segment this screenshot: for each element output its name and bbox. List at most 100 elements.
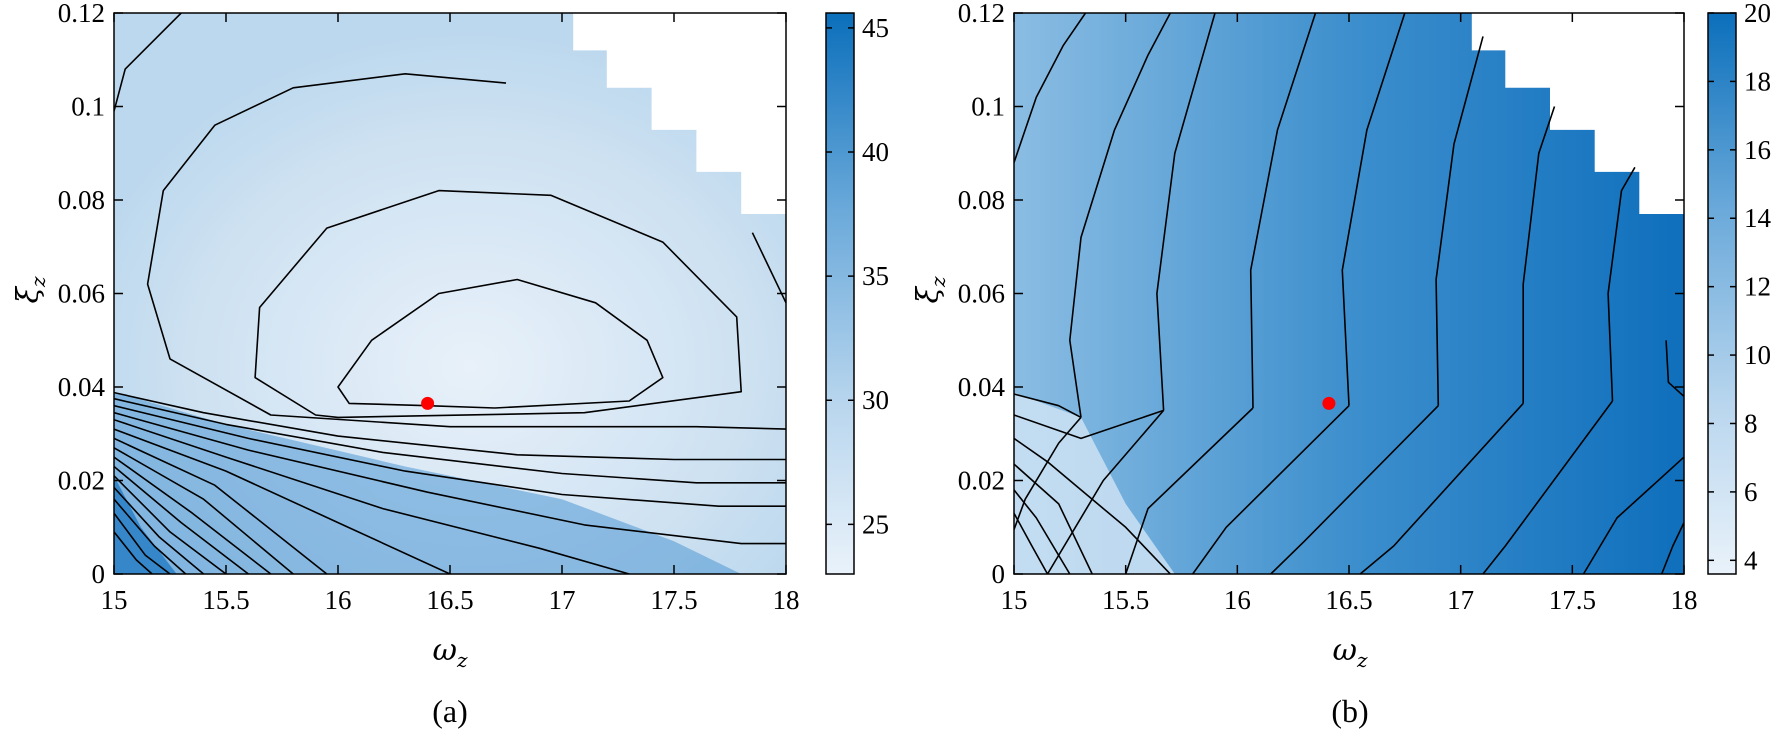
panel-b-colorbar-ticks: 4 6 8 10 12 14 16 18 20 [1708,0,1772,575]
contour-line [114,418,630,574]
x-tick-label: 16.5 [426,585,473,615]
x-tick-label: 15 [101,585,128,615]
panel-b-caption: (b) [1331,693,1368,729]
x-tick-label: 15 [1001,585,1028,615]
contour-line [1014,489,1071,574]
colorbar-tick-label: 6 [1744,477,1758,507]
contour-line [1014,393,1082,419]
x-tick-label: 17 [1447,585,1474,615]
contour-line [146,73,786,430]
colorbar-tick-label: 25 [862,509,889,539]
panel-a-y-axis-label: ξz [11,276,50,304]
y-tick-label: 0.04 [958,372,1006,402]
contour-line [114,465,249,574]
colorbar-tick-label: 40 [862,137,889,167]
contour-line [114,404,786,508]
panel-b-infeasible-region [1438,13,1684,257]
contour-line [1359,402,1524,574]
colorbar-tick-label: 8 [1744,408,1758,438]
colorbar-tick-label: 18 [1744,66,1771,96]
panel-b-y-axis-label: ξz [911,276,950,304]
contour-line [1014,463,1093,574]
panel-b-contour-lines [1014,13,1684,574]
contour-line [114,475,227,574]
y-tick-label: 0.08 [58,185,105,215]
y-tick-label: 0.02 [958,466,1005,496]
x-tick-label: 16 [325,585,352,615]
panel-b-colorbar-gradient [1707,12,1737,575]
contour-line [114,437,328,574]
contour-line [254,189,743,419]
contour-line [1192,405,1350,574]
x-tick-label: 16.5 [1325,585,1372,615]
x-tick-label: 16 [1224,585,1251,615]
contour-line [1069,13,1172,418]
panel-a-colorbar-ticks: 25 30 35 40 45 [826,13,889,539]
y-tick-label: 0.02 [58,466,105,496]
panel-b-plot-area [1014,13,1684,574]
panel-b-low-region [1014,392,1175,574]
x-tick-label: 17.5 [650,585,697,615]
panel-a: 15 15.5 16 16.5 17 17.5 18 0 0.02 0.04 0.06 0.08 0.1… [11,0,889,729]
panel-a-colorbar: 25 30 35 40 45 [825,12,889,575]
y-tick-label: 0.12 [958,0,1005,28]
panel-b-colorbar: 4 6 8 10 12 14 16 18 20 [1707,0,1772,575]
contour-line [751,232,786,304]
contour-line [1014,512,1049,574]
contour-line [1249,13,1317,409]
panel-a-infeasible-region [539,13,786,257]
panel-a-plot-area [114,13,786,574]
panel-a-caption: (a) [432,693,468,729]
panel-a-steep-band [114,391,742,574]
contour-line [114,531,153,574]
panel-a-colorbar-gradient [825,12,855,575]
colorbar-tick-label: 45 [862,13,889,43]
contour-line [1482,400,1614,574]
contour-line [1124,407,1254,574]
panel-a-x-axis-label: ωz [432,633,467,672]
contour-line [114,411,786,545]
contour-line [1435,36,1484,406]
contour-line [1341,13,1406,406]
colorbar-tick-label: 4 [1744,545,1758,575]
x-tick-label: 17 [549,585,576,615]
x-tick-label: 17.5 [1549,585,1596,615]
contour-line [1582,456,1684,574]
contour-line [337,278,664,409]
contour-line [1014,13,1087,163]
panel-b-optimum-marker [1322,396,1336,410]
y-tick-label: 0.1 [71,92,105,122]
y-tick-label: 0.08 [958,185,1005,215]
colorbar-tick-label: 20 [1744,0,1771,28]
contour-line [1665,340,1684,397]
contour-line [1014,416,1082,530]
contour-line [114,456,272,574]
panel-a-contour-lines [114,13,786,574]
contour-line [114,13,182,112]
contour-line [1046,409,1165,574]
x-tick-label: 18 [773,585,800,615]
y-tick-label: 0 [92,559,106,589]
contour-line [114,447,294,574]
y-tick-label: 0 [992,559,1006,589]
panel-a-optimum-marker [421,396,435,410]
contour-line [114,397,786,484]
contour-line [114,391,786,461]
contour-line [1014,437,1171,574]
contour-line [1660,522,1684,574]
y-tick-label: 0.04 [58,372,106,402]
colorbar-tick-label: 35 [862,261,889,291]
contour-line [114,498,187,574]
contour-line [114,486,205,574]
panel-b-ticks: 15 15.5 16 16.5 17 17.5 18 0 0.02 0.04 0.06 0.08 0.1… [958,0,1698,615]
contour-line [1014,409,1164,440]
contour-line [1522,106,1556,404]
panel-b: 15 15.5 16 16.5 17 17.5 18 0 0.02 0.04 0.06 0.08 0.1… [911,0,1772,729]
colorbar-tick-label: 16 [1744,135,1771,165]
x-tick-label: 18 [1671,585,1698,615]
contour-line [1270,405,1439,574]
panel-a-ticks: 15 15.5 16 16.5 17 17.5 18 0 0.02 0.04 0.06 0.08 0.1… [58,0,800,615]
panel-b-x-axis-label: ωz [1332,633,1367,672]
colorbar-tick-label: 10 [1744,340,1771,370]
colorbar-tick-label: 12 [1744,272,1771,302]
